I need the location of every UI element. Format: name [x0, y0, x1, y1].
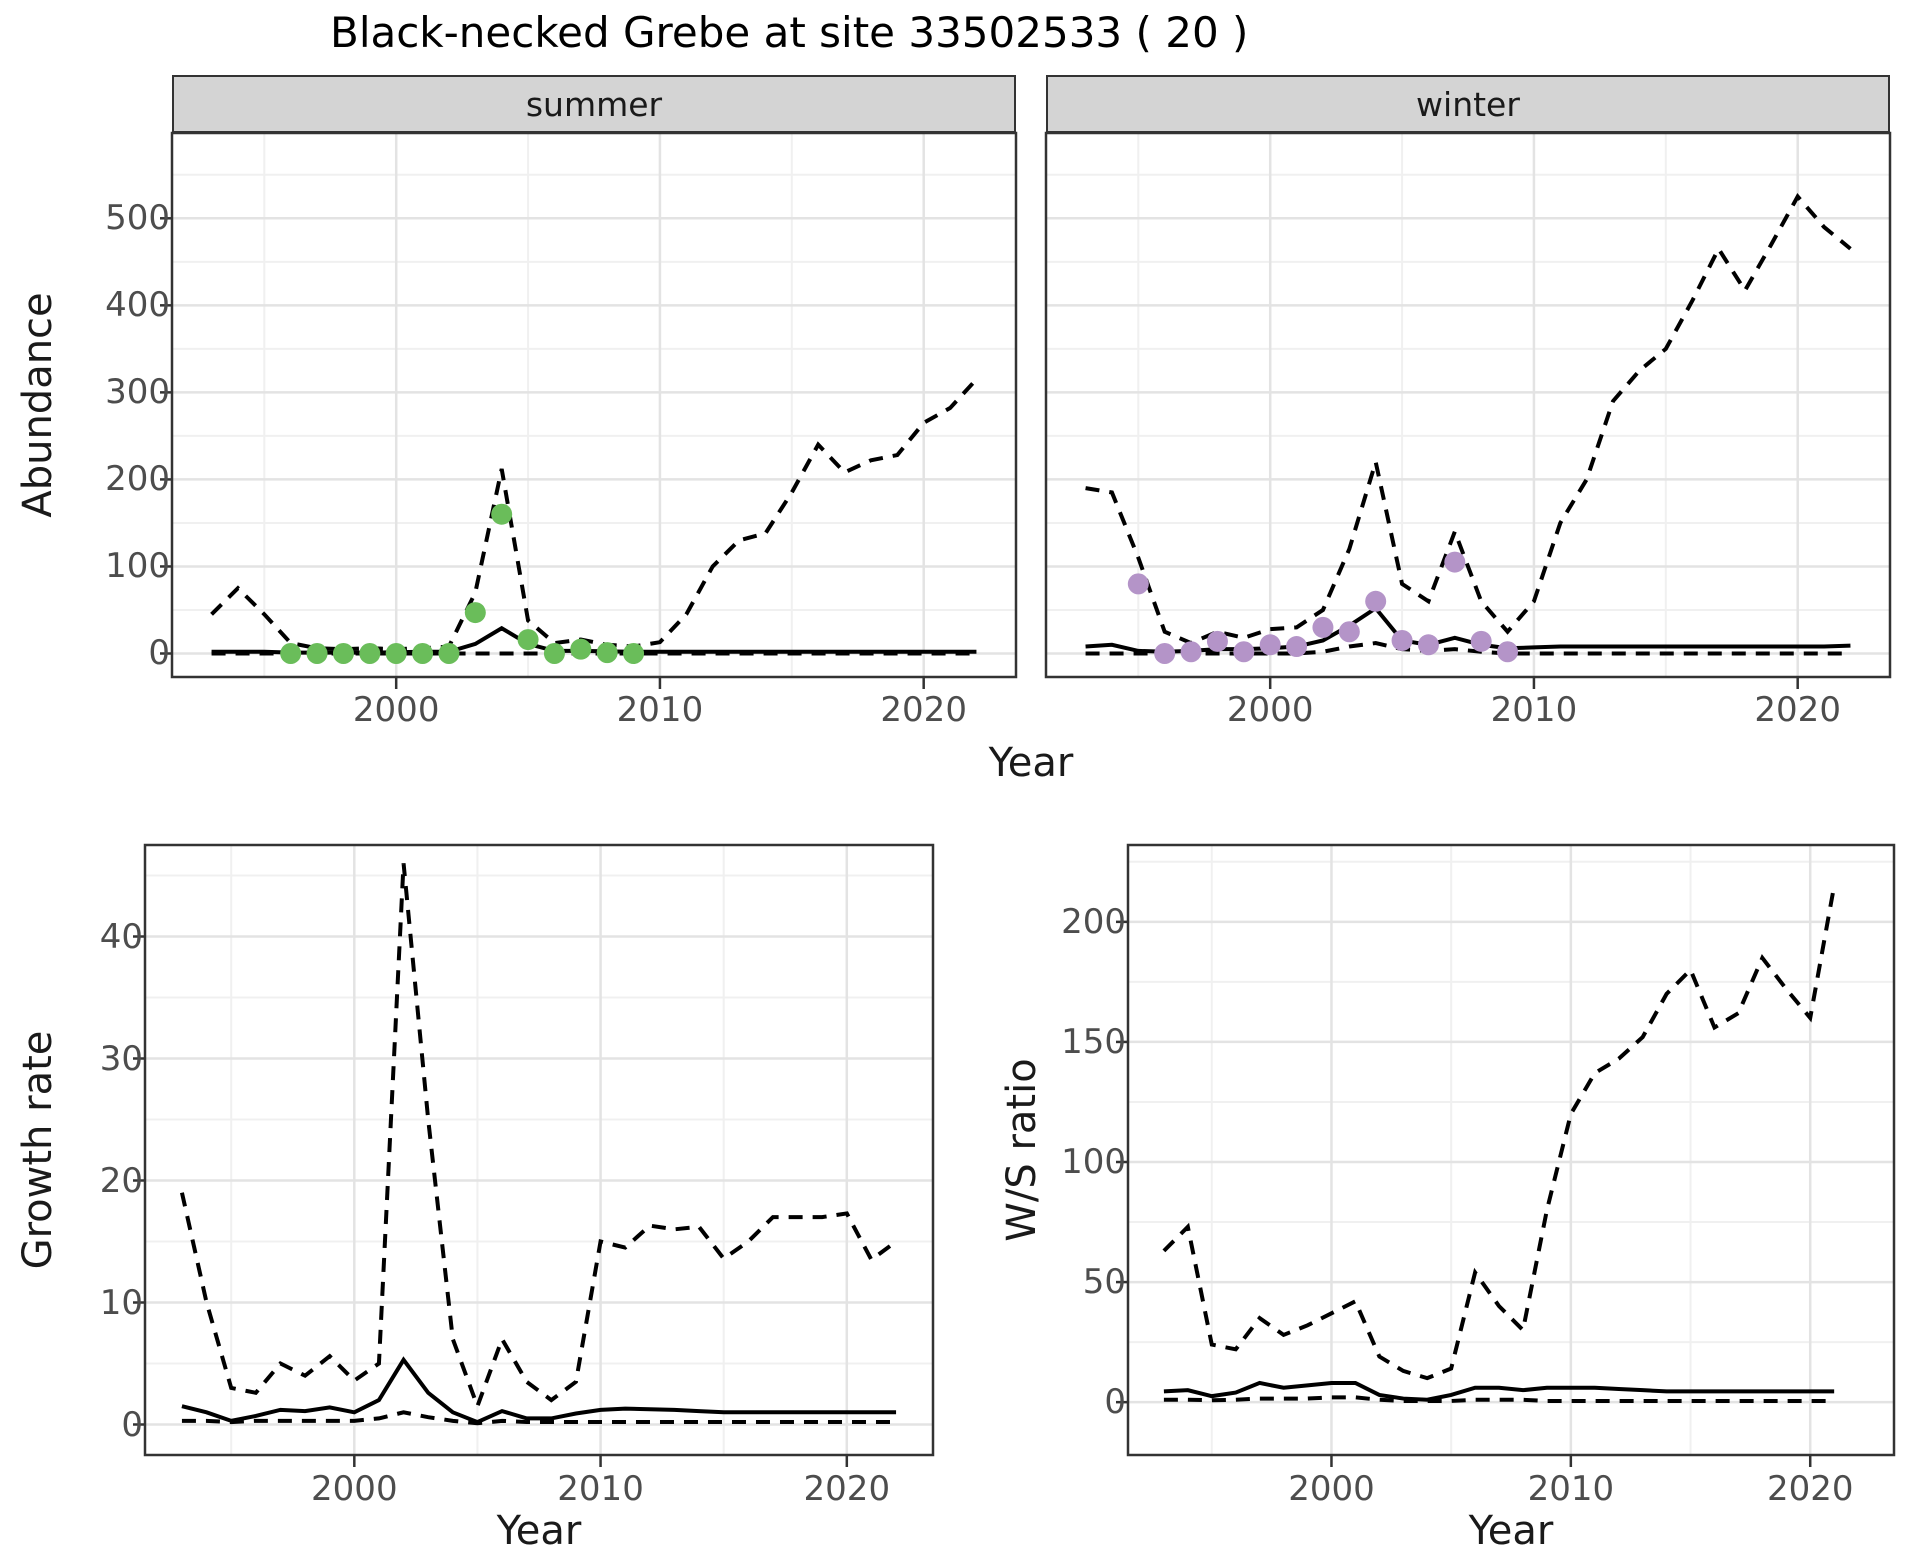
y-tick-label: 100 [1061, 1142, 1126, 1182]
abundance-summer-upper_ci-line [210, 377, 978, 652]
abundance-winter-lower_ci-line [1085, 641, 1851, 656]
abundance-y-axis-title: Abundance [15, 292, 61, 518]
abundance-winter-observed-point [1391, 629, 1413, 651]
x-tick-label: 2010 [1490, 690, 1578, 730]
abundance-summer-observed-point [491, 503, 513, 525]
abundance-summer-observed-point [359, 642, 381, 664]
y-tick-label: 200 [105, 459, 170, 500]
abundance-summer-observed-point [543, 642, 565, 664]
abundance-winter-observed-point [1259, 634, 1281, 656]
ws-ratio-x-axis-title: Year [1468, 1508, 1554, 1554]
facet-strip-summer: summer [172, 75, 1016, 133]
abundance-winter-observed-point [1154, 642, 1176, 664]
y-tick-label: 50 [1082, 1262, 1126, 1303]
y-tick-label: 300 [105, 372, 170, 413]
growth-rate-fit-line [181, 1356, 897, 1425]
abundance-winter-panel-border [1044, 131, 1892, 679]
abundance-winter-upper_ci-line [1085, 193, 1852, 646]
growth-rate-x-axis-title: Year [496, 1508, 582, 1554]
facet-strip-winter: winter [1046, 75, 1890, 133]
abundance-summer-panel-border [170, 131, 1018, 679]
y-tick-label: 10 [99, 1282, 143, 1323]
abundance-winter-observed-point [1365, 590, 1387, 612]
y-tick-label: 500 [105, 198, 170, 239]
x-tick-label: 2020 [1766, 1469, 1854, 1509]
abundance-winter-observed-point [1338, 621, 1360, 643]
abundance-winter-fit-line [1085, 605, 1851, 654]
x-tick-label: 2010 [616, 690, 704, 730]
abundance-summer-observed-point [570, 638, 592, 660]
x-tick-label: 2000 [311, 1469, 398, 1509]
x-tick-label: 2020 [803, 1469, 891, 1509]
y-tick-label: 0 [121, 1404, 143, 1445]
x-tick-label: 2010 [557, 1469, 644, 1509]
abundance-winter-observed-point [1233, 641, 1255, 663]
y-tick-label: 30 [99, 1038, 143, 1079]
abundance-summer-observed-point [464, 602, 486, 624]
ws-ratio-fit-line [1163, 1380, 1835, 1402]
x-tick-label: 2010 [1527, 1469, 1615, 1509]
abundance-winter-observed-point [1497, 641, 1519, 663]
y-tick-label: 400 [105, 285, 170, 326]
abundance-summer-observed-point [385, 642, 407, 664]
abundance-summer-observed-point [412, 642, 434, 664]
growth-rate-upper_ci-line [179, 863, 898, 1413]
abundance-winter-observed-point [1180, 641, 1202, 663]
abundance-winter-observed-point [1470, 630, 1492, 652]
y-tick-label: 150 [1061, 1021, 1126, 1062]
ws-ratio-upper_ci-line [1162, 885, 1837, 1381]
abundance-winter-observed-point [1444, 551, 1466, 573]
abundance-winter-observed-point [1312, 616, 1334, 638]
y-tick-label: 200 [1061, 901, 1126, 942]
abundance-winter-observed-point [1417, 634, 1439, 656]
abundance-summer-observed-point [280, 642, 302, 664]
y-tick-label: 0 [1104, 1382, 1126, 1423]
abundance-summer-observed-point [596, 642, 618, 664]
abundance-winter-observed-point [1286, 636, 1308, 658]
y-tick-label: 40 [99, 916, 143, 957]
abundance-summer-observed-point [332, 642, 354, 664]
abundance-winter-observed-point [1206, 630, 1228, 652]
top-x-axis-title: Year [988, 740, 1074, 786]
facet-strip-summer-label: summer [525, 84, 663, 124]
chart-title: Black-necked Grebe at site 33502533 ( 20… [330, 8, 1249, 57]
x-tick-label: 2000 [1226, 690, 1314, 730]
x-tick-label: 2020 [1754, 690, 1841, 730]
abundance-summer-observed-point [623, 642, 645, 664]
y-tick-label: 0 [148, 633, 170, 674]
abundance-summer-observed-point [438, 642, 460, 664]
x-tick-label: 2020 [880, 690, 967, 730]
abundance-winter-observed-point [1127, 573, 1149, 595]
x-tick-label: 2000 [352, 690, 440, 730]
ws-ratio-lower_ci-line [1163, 1395, 1835, 1403]
y-tick-label: 20 [99, 1160, 143, 1201]
abundance-summer-observed-point [517, 629, 539, 651]
growth-rate-panel-border [143, 843, 935, 1457]
ws-ratio-panel-border [1126, 843, 1896, 1457]
x-tick-label: 2000 [1288, 1469, 1375, 1509]
abundance-summer-observed-point [306, 642, 328, 664]
y-tick-label: 100 [105, 546, 170, 587]
facet-strip-winter-label: winter [1416, 84, 1520, 124]
